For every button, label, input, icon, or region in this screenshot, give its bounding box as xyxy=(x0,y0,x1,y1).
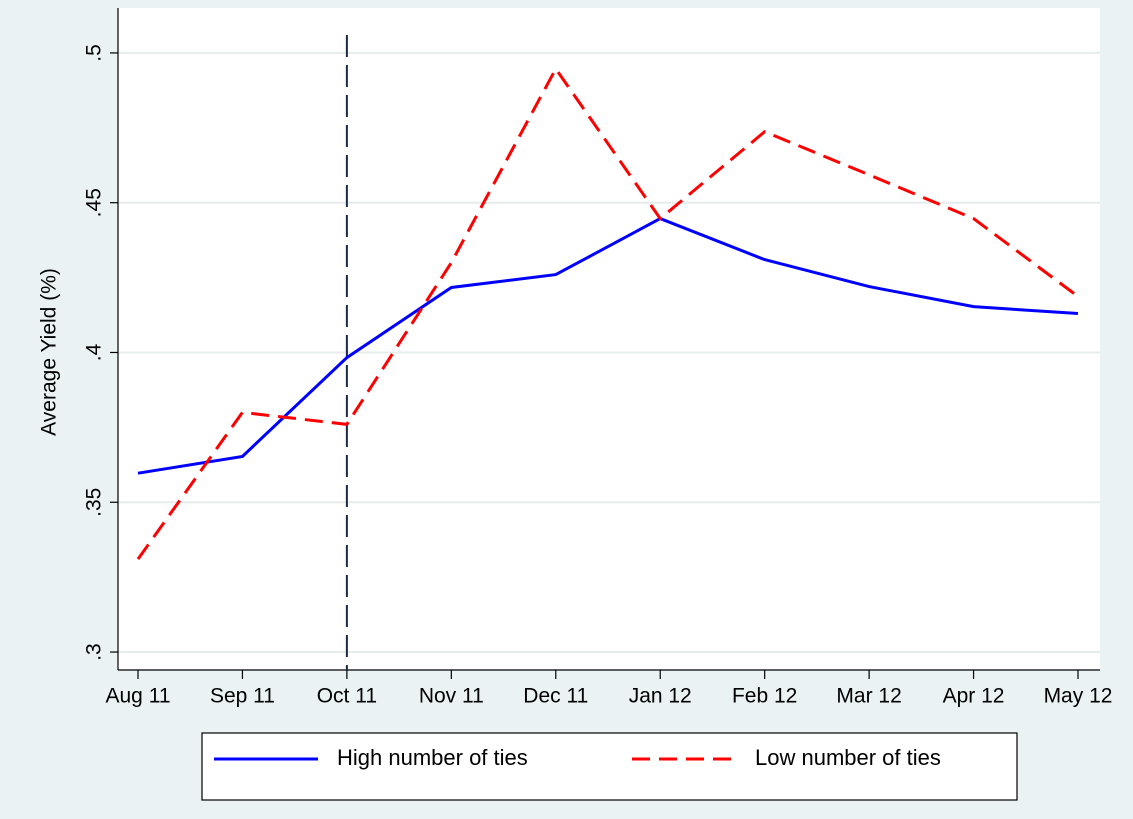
x-tick-label: May 12 xyxy=(1044,685,1113,708)
x-tick-label: Jan 12 xyxy=(629,685,692,708)
x-tick-label: Mar 12 xyxy=(836,685,901,708)
x-tick-label: Dec 11 xyxy=(523,685,588,708)
x-tick-label: Nov 11 xyxy=(419,685,484,708)
x-tick-label: Aug 11 xyxy=(106,685,171,708)
x-tick-label: Feb 12 xyxy=(732,685,797,708)
y-tick-label: .3 xyxy=(83,643,106,661)
y-tick-label: .35 xyxy=(83,488,106,517)
x-tick-label: Sep 11 xyxy=(210,685,275,708)
plot-area xyxy=(118,8,1100,670)
legend-label: Low number of ties xyxy=(755,745,941,770)
series-line xyxy=(137,216,1079,475)
y-tick-label: .4 xyxy=(83,343,106,361)
legend-label: High number of ties xyxy=(337,745,528,770)
legend xyxy=(201,732,1018,801)
series-line xyxy=(136,65,1079,561)
x-tick-label: Oct 11 xyxy=(317,685,377,708)
y-axis-label: Average Yield (%) xyxy=(38,268,61,436)
y-tick-label: .5 xyxy=(83,44,106,62)
y-tick-label: .45 xyxy=(83,188,106,217)
x-tick-label: Apr 12 xyxy=(943,685,1005,708)
